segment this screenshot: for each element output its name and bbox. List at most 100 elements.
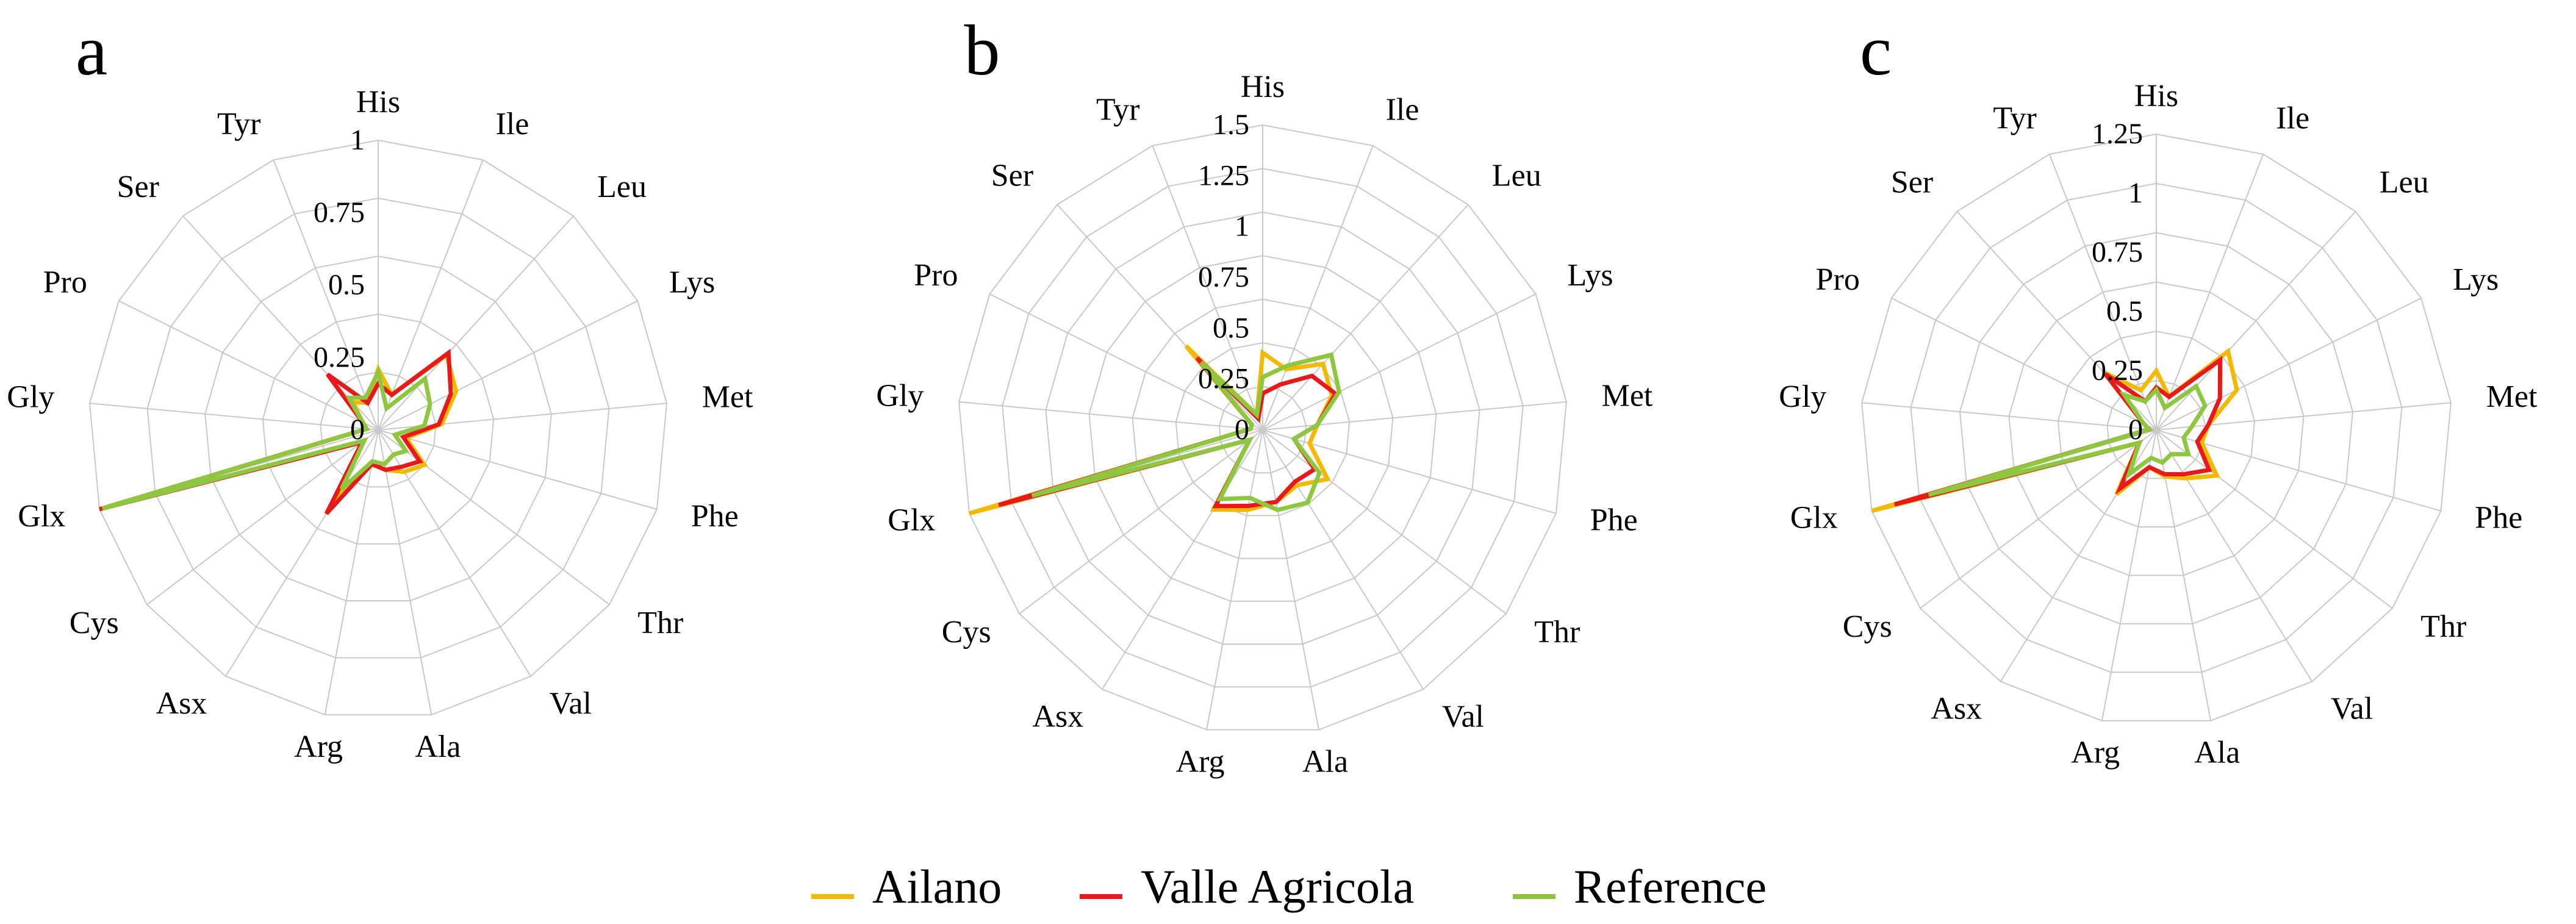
category-label-tyr: Tyr	[1993, 101, 2036, 136]
category-label-ala: Ala	[2194, 736, 2240, 770]
tick-label: 0.75	[1198, 261, 1249, 293]
axis-spoke	[1262, 204, 1469, 431]
axis-spoke	[146, 429, 379, 606]
legend-label: Reference	[1574, 860, 1767, 913]
category-label-leu: Leu	[1492, 159, 1541, 193]
category-label-phe: Phe	[2475, 501, 2522, 535]
category-label-asx: Asx	[1033, 699, 1084, 734]
category-label-asx: Asx	[1931, 692, 1982, 726]
grid-ring	[958, 124, 1567, 731]
tick-label: 0.5	[1213, 312, 1249, 344]
axis-spoke	[1057, 204, 1263, 431]
axis-spoke	[1152, 145, 1263, 431]
axis-spoke	[989, 293, 1263, 431]
category-label-pro: Pro	[43, 265, 87, 299]
grid-ring	[1910, 182, 2403, 673]
grid-ring	[262, 313, 495, 545]
category-label-ser: Ser	[117, 170, 159, 204]
category-label-gly: Gly	[876, 378, 924, 413]
category-label-ile: Ile	[1386, 93, 1419, 127]
axis-spoke	[1262, 429, 1319, 730]
category-label-cys: Cys	[1843, 609, 1892, 644]
grid-ring	[1045, 211, 1480, 645]
category-label-ala: Ala	[1302, 744, 1348, 779]
panel-letter: c	[1860, 10, 1892, 90]
grid-ring	[2057, 331, 2256, 528]
tick-label: 0.5	[2106, 295, 2143, 328]
axis-spoke	[378, 429, 432, 715]
grid-ring	[1132, 298, 1394, 559]
grid-ring	[204, 255, 552, 602]
axis-spoke	[1862, 402, 2157, 431]
category-label-ser: Ser	[991, 159, 1033, 193]
axis-spoke	[1019, 429, 1263, 615]
axis-spoke	[1891, 297, 2157, 431]
category-label-arg: Arg	[2071, 736, 2120, 770]
tick-label: 1	[350, 124, 365, 156]
category-label-his: His	[2134, 79, 2178, 113]
category-label-val: Val	[1442, 699, 1484, 734]
grid-ring	[1002, 168, 1524, 688]
axis-spoke	[378, 300, 638, 431]
series-ailano	[1871, 347, 2239, 514]
axis-spoke	[378, 429, 610, 606]
axis-spoke	[378, 159, 484, 431]
category-label-tyr: Tyr	[1096, 93, 1139, 127]
radar-panel-c: c 0 0.25 0.5 0.75 1 1.25 His Ile Leu Lys Met Phe Thr V…	[1779, 10, 2538, 770]
category-label-phe: Phe	[691, 499, 739, 534]
series-reference	[101, 365, 432, 511]
grid-ring	[88, 139, 668, 715]
tick-label: 0.25	[1198, 363, 1249, 395]
category-label-ile: Ile	[2276, 101, 2309, 136]
category-label-glx: Glx	[888, 503, 935, 538]
tick-label: 0.5	[328, 269, 365, 301]
tick-label: 1	[2128, 177, 2143, 209]
axis-spoke	[2156, 429, 2313, 682]
axis-spoke	[959, 401, 1263, 431]
axis-spoke	[2101, 429, 2157, 721]
category-label-phe: Phe	[1590, 503, 1638, 538]
category-label-thr: Thr	[637, 606, 683, 640]
category-label-pro: Pro	[1816, 262, 1860, 297]
series-valle-agricola	[998, 356, 1338, 509]
grid-ring	[2008, 281, 2305, 576]
legend: Ailano Valle Agricola Reference	[811, 860, 1767, 913]
category-label-arg: Arg	[294, 729, 343, 764]
axis-spoke	[1262, 429, 1424, 690]
axis-spoke	[118, 300, 379, 431]
grid-ring	[1218, 385, 1307, 474]
tick-label: 0.75	[2092, 236, 2143, 268]
axis-spoke	[273, 159, 379, 431]
series-valle-agricola	[1893, 356, 2223, 507]
category-label-thr: Thr	[2420, 609, 2466, 644]
category-label-glx: Glx	[18, 499, 65, 534]
category-label-leu: Leu	[597, 170, 647, 204]
axis-spoke	[182, 215, 379, 431]
axis-spoke	[2156, 297, 2422, 431]
tick-label: 1.5	[1213, 109, 1249, 141]
axis-spoke	[89, 403, 379, 431]
series-reference	[1031, 352, 1342, 512]
category-label-met: Met	[2486, 379, 2538, 414]
category-label-his: His	[356, 85, 400, 120]
category-label-his: His	[1241, 70, 1285, 104]
category-label-val: Val	[550, 686, 592, 721]
tick-label: 0.25	[314, 341, 365, 373]
grid-ring	[1959, 232, 2354, 625]
radar-panel-a: a 0 0.25 0.5 0.75 1 His Ile Leu Lys Met Phe Thr Val Al…	[7, 10, 753, 764]
legend-label: Ailano	[872, 860, 1002, 913]
category-label-lys: Lys	[669, 265, 715, 299]
axis-spoke	[324, 429, 379, 715]
legend-label: Valle Agricola	[1141, 860, 1414, 913]
grid-ring	[2106, 380, 2206, 479]
axis-spoke	[2156, 154, 2264, 431]
tick-label: 0	[350, 414, 365, 446]
axis-spoke	[378, 429, 658, 510]
category-label-leu: Leu	[2380, 165, 2429, 200]
category-label-thr: Thr	[1534, 615, 1580, 650]
radar-panel-b: b 0 0.25 0.5 0.75 1 1.25 1.5 His Ile Leu Lys Met Phe T…	[876, 10, 1653, 779]
tick-label: 0	[2128, 414, 2143, 446]
axis-spoke	[2156, 210, 2356, 431]
category-label-cys: Cys	[70, 606, 119, 640]
tick-label: 0.75	[314, 196, 365, 229]
